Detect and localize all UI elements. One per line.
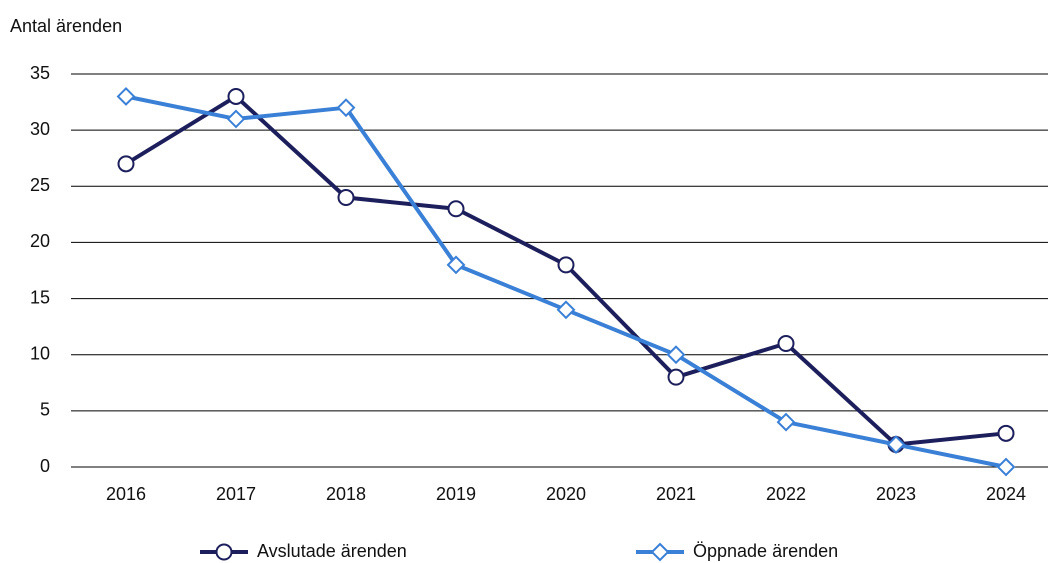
x-tick-label: 2017 <box>216 484 256 504</box>
x-tick-label: 2024 <box>986 484 1026 504</box>
data-point <box>886 435 906 454</box>
y-tick-label: 20 <box>30 231 50 251</box>
data-point <box>556 300 576 320</box>
data-point <box>336 98 356 118</box>
y-tick-label: 30 <box>30 119 50 139</box>
data-point <box>996 457 1016 477</box>
x-tick-label: 2022 <box>766 484 806 504</box>
data-point <box>667 368 685 386</box>
legend-label: Öppnade ärenden <box>693 541 838 561</box>
x-tick-label: 2019 <box>436 484 476 504</box>
data-point <box>446 255 466 275</box>
series-line <box>125 94 1007 469</box>
data-point <box>337 189 355 207</box>
y-tick-label: 25 <box>30 175 50 195</box>
y-tick-label: 10 <box>30 343 50 363</box>
legend-marker <box>650 542 670 562</box>
data-point <box>666 345 686 365</box>
x-tick-label: 2016 <box>106 484 146 504</box>
x-tick-label: 2023 <box>876 484 916 504</box>
y-tick-label: 0 <box>40 456 50 476</box>
data-point <box>776 412 796 432</box>
data-point <box>777 334 795 352</box>
y-tick-label: 5 <box>40 400 50 420</box>
legend-label: Avslutade ärenden <box>257 541 407 561</box>
data-point <box>117 155 135 173</box>
y-tick-label: 15 <box>30 287 50 307</box>
data-point <box>447 200 465 218</box>
x-tick-label: 2018 <box>326 484 366 504</box>
data-point <box>226 109 246 129</box>
data-point <box>997 424 1015 442</box>
y-axis-label: Antal ärenden <box>10 16 122 36</box>
x-tick-label: 2020 <box>546 484 586 504</box>
y-tick-label: 35 <box>30 63 50 83</box>
data-point <box>557 256 575 274</box>
data-point <box>116 87 136 106</box>
data-point <box>227 87 245 105</box>
x-tick-label: 2021 <box>656 484 696 504</box>
legend-marker <box>215 543 233 561</box>
